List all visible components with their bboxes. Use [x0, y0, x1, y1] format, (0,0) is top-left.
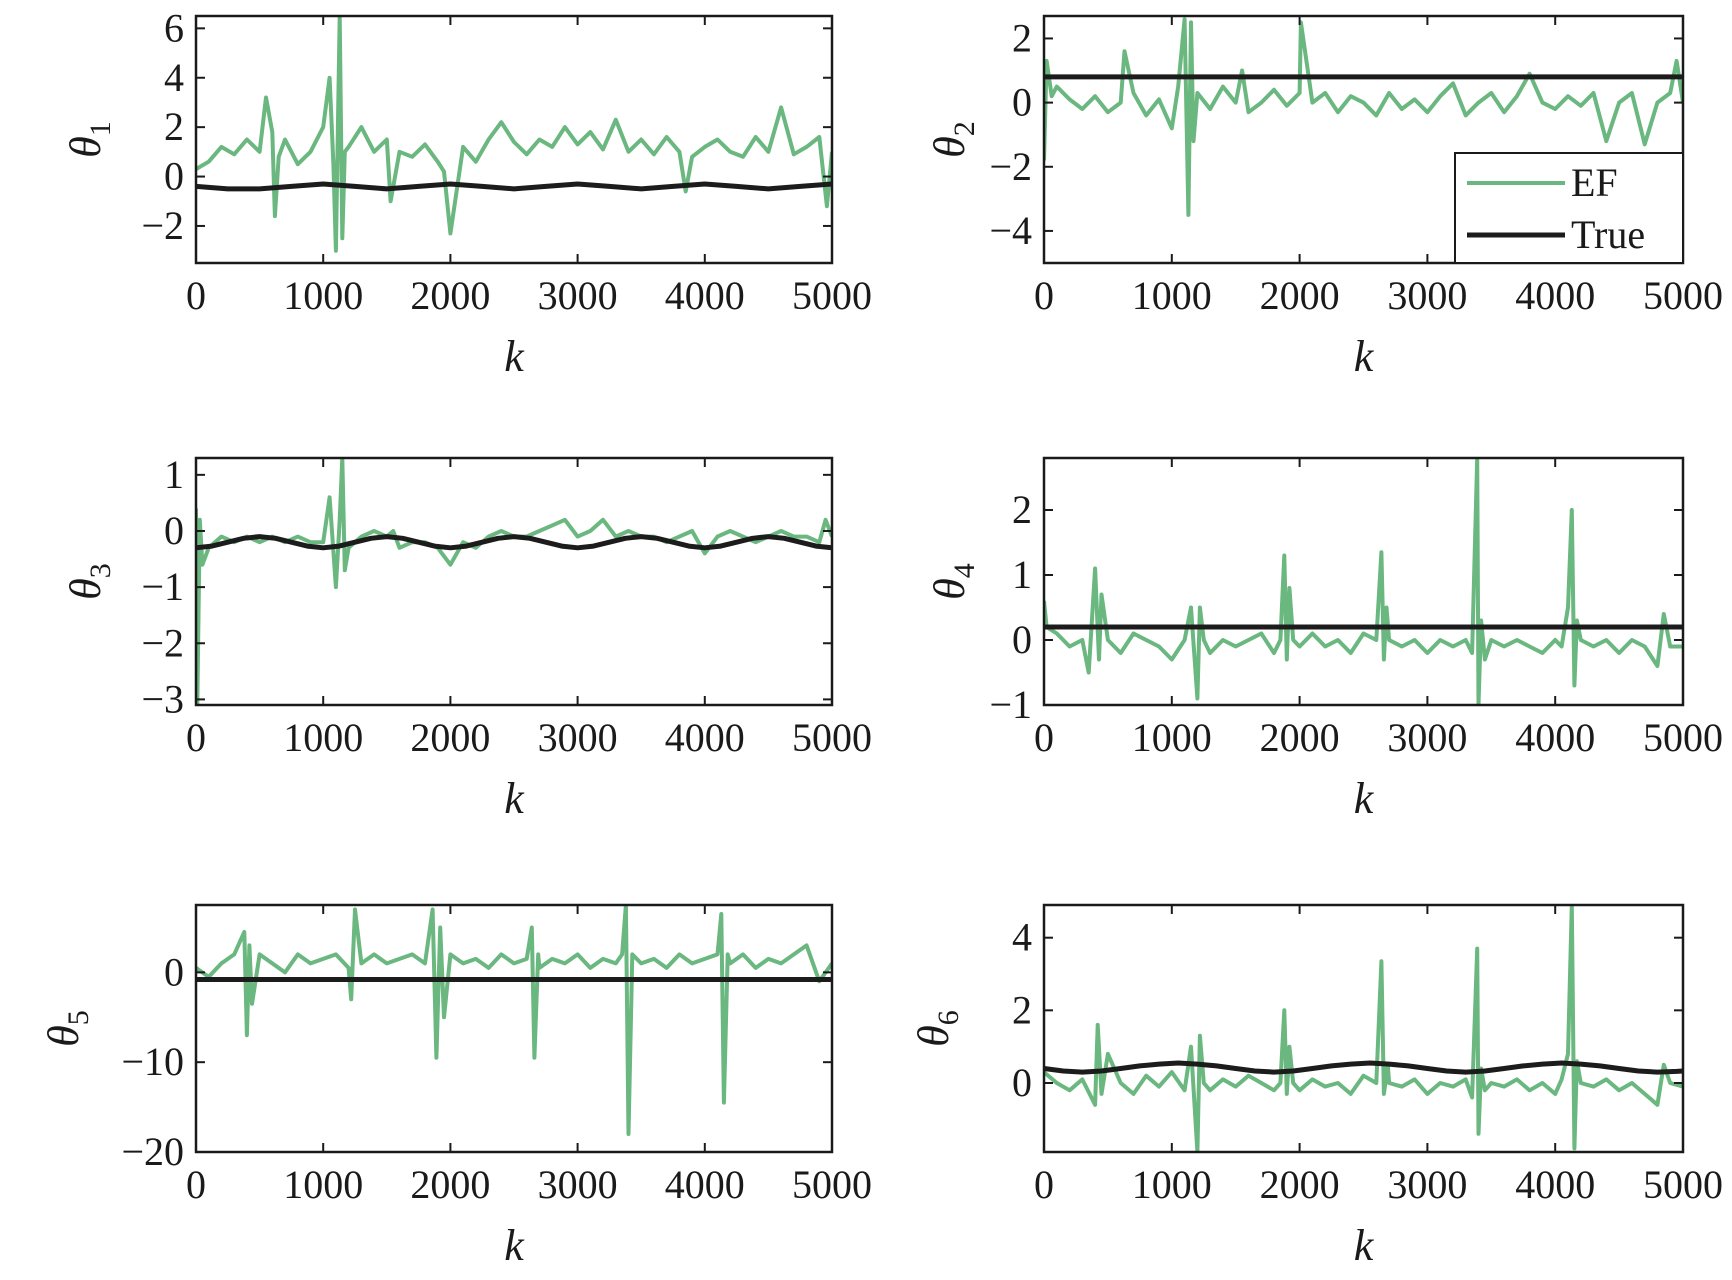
y-tick-label: 2	[1012, 15, 1032, 60]
y-tick-label: 4	[1012, 915, 1032, 960]
series-line-ef-theta4	[1044, 458, 1683, 705]
x-tick-label: 0	[1034, 273, 1054, 318]
y-tick-label: −10	[121, 1039, 184, 1084]
y-tick-label: 2	[1012, 487, 1032, 532]
panel-theta5: 0 1000 2000 3000 4000 5000 −20 −10 0 k θ5	[39, 903, 872, 1270]
y-tick-label: −20	[121, 1129, 184, 1174]
axes-frame	[194, 14, 834, 265]
y-tick-label: 0	[164, 949, 184, 994]
x-tick-label: 0	[186, 273, 206, 318]
series-line-ef-theta2	[1044, 17, 1683, 217]
panel-theta3: 0 1000 2000 3000 4000 5000 −3 −2 −1 0 1 k θ3	[61, 452, 872, 823]
x-tick-label: 3000	[1387, 273, 1467, 318]
y-tick-label: 6	[164, 5, 184, 50]
x-tick-label: 4000	[1515, 273, 1595, 318]
x-tick-label: 3000	[538, 715, 618, 760]
legend-label-true: True	[1571, 212, 1645, 257]
y-tick-label: −1	[141, 564, 184, 609]
y-tick-label: 0	[164, 508, 184, 553]
y-axis-label: θ3	[61, 563, 117, 600]
series-line-true-theta6	[1044, 1060, 1683, 1075]
x-tick-label: 0	[186, 1162, 206, 1207]
y-tick-label: −3	[141, 676, 184, 721]
axes-frame	[1042, 456, 1685, 707]
x-tick-label: 3000	[538, 1162, 618, 1207]
x-tick-label: 4000	[665, 273, 745, 318]
y-tick-label: −4	[989, 208, 1032, 253]
x-tick-label: 2000	[410, 273, 490, 318]
y-axis-label: θ4	[925, 563, 981, 600]
panel-theta2: 0 1000 2000 3000 4000 5000 −4 −2 0 2 k θ2	[925, 14, 1723, 381]
legend-label-ef: EF	[1571, 160, 1618, 205]
x-tick-label: 4000	[1515, 715, 1595, 760]
series-line-ef-theta6	[1044, 905, 1683, 1152]
x-tick-label: 1000	[283, 1162, 363, 1207]
x-tick-label: 0	[1034, 715, 1054, 760]
x-axis-label: k	[1354, 1221, 1375, 1270]
y-tick-label: 0	[164, 154, 184, 199]
x-tick-label: 3000	[1387, 1162, 1467, 1207]
x-tick-label: 5000	[792, 1162, 872, 1207]
legend-box	[1454, 152, 1684, 264]
x-axis-label: k	[504, 1221, 525, 1270]
x-tick-label: 2000	[1260, 715, 1340, 760]
x-tick-label: 2000	[410, 715, 490, 760]
axes-frame	[194, 456, 834, 707]
y-axis-label: θ5	[39, 1010, 95, 1047]
y-tick-label: 1	[1012, 552, 1032, 597]
x-axis-label: k	[1354, 332, 1375, 381]
x-axis-label: k	[504, 332, 525, 381]
x-tick-label: 3000	[1387, 715, 1467, 760]
series-line-true-theta1	[196, 181, 832, 192]
x-axis-label: k	[504, 774, 525, 823]
y-tick-label: 0	[1012, 80, 1032, 125]
x-tick-label: 4000	[665, 715, 745, 760]
series-line-true-theta3	[196, 534, 832, 551]
x-tick-label: 1000	[1132, 273, 1212, 318]
y-tick-label: 2	[164, 104, 184, 149]
y-tick-label: −2	[141, 620, 184, 665]
series-line-ef-theta1	[196, 16, 832, 253]
x-tick-label: 0	[186, 715, 206, 760]
x-tick-label: 1000	[1132, 715, 1212, 760]
y-tick-label: 1	[164, 452, 184, 497]
panel-theta1: 0 1000 2000 3000 4000 5000 −20 24 6 k θ1	[61, 5, 872, 381]
y-axis-label: θ1	[61, 121, 117, 158]
y-tick-label: 0	[1012, 617, 1032, 662]
x-tick-label: 4000	[1515, 1162, 1595, 1207]
x-tick-label: 5000	[792, 273, 872, 318]
x-tick-label: 2000	[1260, 1162, 1340, 1207]
x-tick-label: 5000	[1643, 273, 1723, 318]
x-tick-label: 5000	[792, 715, 872, 760]
x-tick-label: 2000	[410, 1162, 490, 1207]
axes-frame	[1042, 14, 1685, 265]
x-tick-label: 1000	[283, 715, 363, 760]
x-tick-label: 2000	[1260, 273, 1340, 318]
legend: EF True	[1454, 152, 1684, 264]
x-tick-label: 0	[1034, 1162, 1054, 1207]
x-tick-label: 4000	[665, 1162, 745, 1207]
y-tick-label: 0	[1012, 1060, 1032, 1105]
y-tick-label: −1	[989, 682, 1032, 727]
y-axis-label: θ6	[909, 1010, 965, 1047]
panel-theta6: 0 1000 2000 3000 4000 5000 0 2 4 k θ6	[909, 903, 1723, 1270]
x-tick-label: 5000	[1643, 1162, 1723, 1207]
x-tick-label: 1000	[283, 273, 363, 318]
series-line-ef-theta5	[196, 905, 832, 1136]
y-axis-label: θ2	[925, 121, 981, 158]
y-tick-label: −2	[141, 203, 184, 248]
axes-frame	[1042, 903, 1685, 1154]
x-tick-label: 1000	[1132, 1162, 1212, 1207]
x-tick-label: 3000	[538, 273, 618, 318]
y-tick-label: −2	[989, 144, 1032, 189]
y-tick-label: 2	[1012, 987, 1032, 1032]
x-axis-label: k	[1354, 774, 1375, 823]
y-tick-label: 4	[164, 55, 184, 100]
x-tick-label: 5000	[1643, 715, 1723, 760]
axes-frame	[194, 903, 834, 1154]
